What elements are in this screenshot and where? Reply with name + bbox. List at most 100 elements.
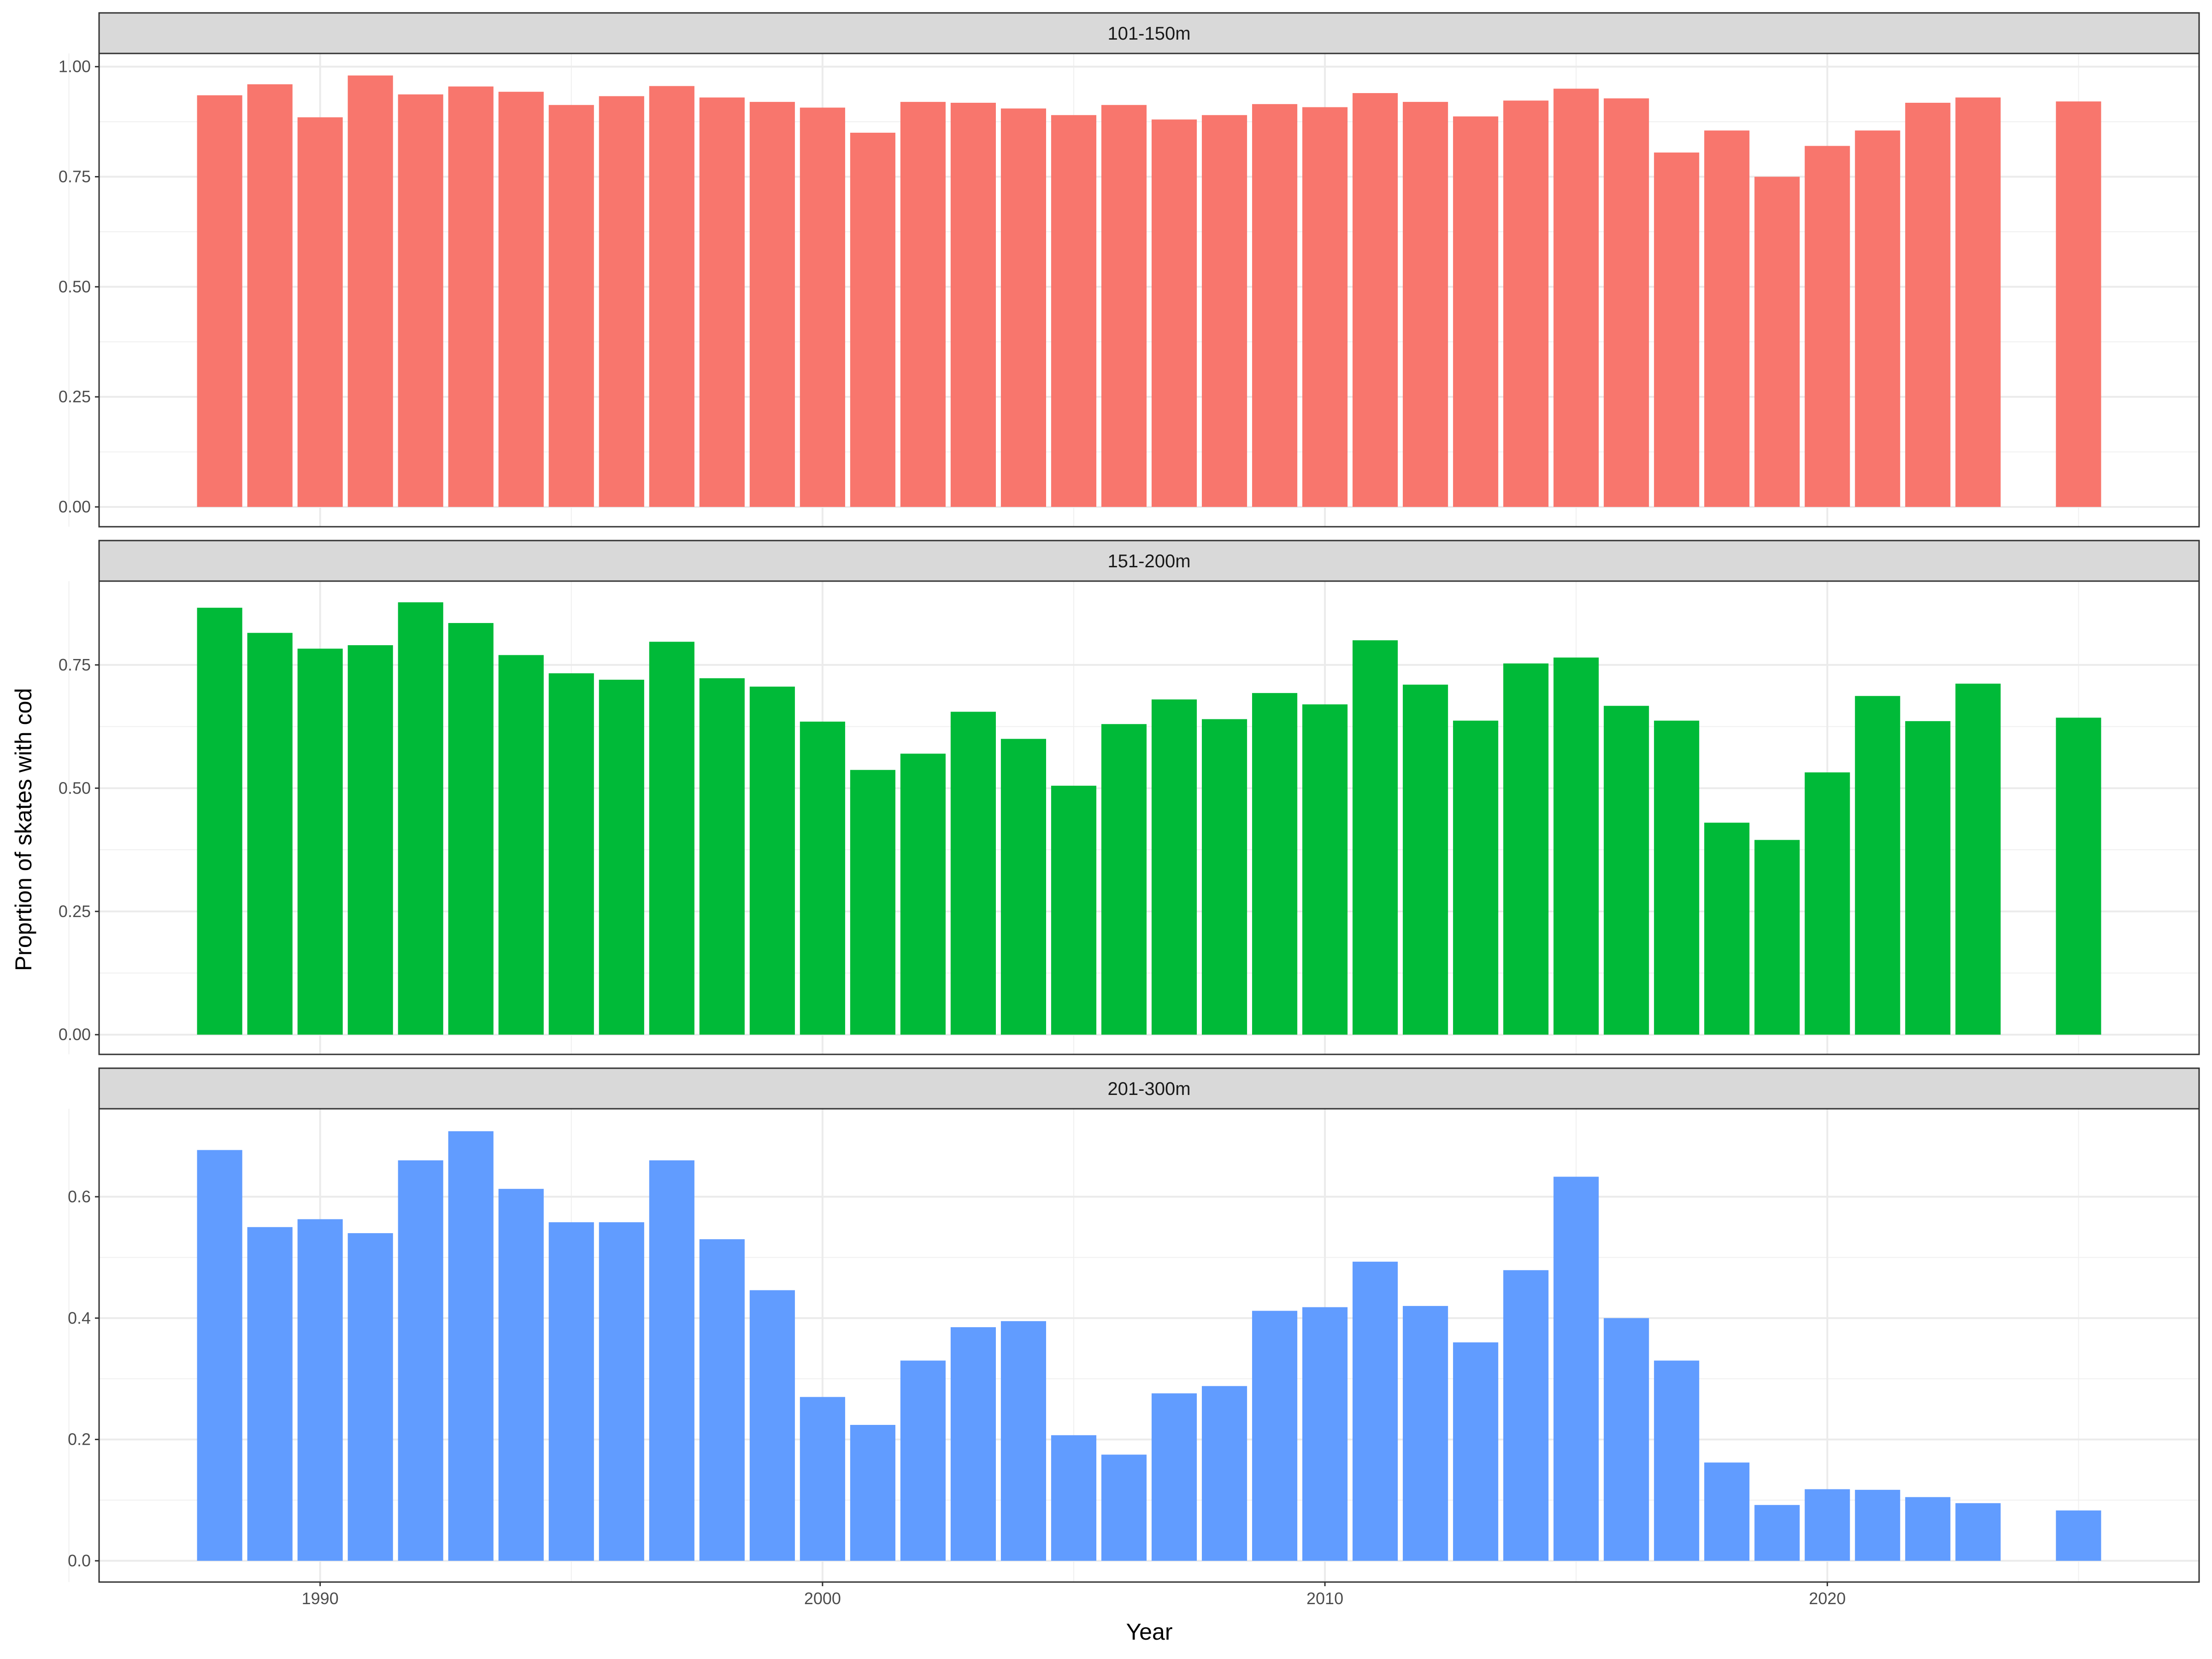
x-tick-label: 2020 — [1809, 1589, 1846, 1608]
bar-2007 — [1151, 1393, 1197, 1561]
bar-2015 — [1553, 657, 1599, 1035]
bar-1998 — [699, 1239, 745, 1561]
bar-2013 — [1453, 1342, 1499, 1561]
y-tick-label: 0.2 — [68, 1430, 91, 1449]
bar-2004 — [1000, 1321, 1047, 1561]
bar-1995 — [548, 673, 594, 1035]
bar-2001 — [850, 770, 895, 1035]
bar-2005 — [1051, 785, 1097, 1035]
bar-1992 — [398, 94, 443, 507]
y-tick-label: 0.25 — [59, 387, 91, 406]
bar-2012 — [1403, 684, 1448, 1035]
bar-2017 — [1654, 152, 1700, 507]
bar-2022 — [1905, 102, 1951, 507]
bar-2005 — [1051, 115, 1097, 507]
bar-1998 — [699, 97, 745, 507]
bar-2002 — [900, 1360, 946, 1561]
bar-1989 — [247, 633, 293, 1035]
bar-1998 — [699, 678, 745, 1035]
bar-2000 — [800, 1397, 845, 1561]
bar-2006 — [1101, 1454, 1147, 1561]
bar-2011 — [1353, 640, 1398, 1035]
bar-2000 — [800, 107, 845, 507]
bar-1990 — [297, 1219, 343, 1561]
x-axis: 1990 2000 2010 2020 — [302, 1582, 1846, 1608]
bar-1991 — [347, 1233, 393, 1561]
bar-2007 — [1151, 119, 1197, 507]
bar-2018 — [1704, 130, 1750, 507]
y-tick-label: 0.50 — [59, 778, 91, 797]
bar-2020 — [1805, 146, 1850, 507]
bar-2016 — [1604, 98, 1649, 507]
bar-2003 — [950, 102, 996, 507]
bar-1994 — [498, 92, 544, 507]
y-tick-label: 0.75 — [59, 655, 91, 674]
bar-2019 — [1754, 1505, 1800, 1561]
bar-2020 — [1805, 1489, 1850, 1561]
facet-strip-label: 201-300m — [1107, 1079, 1190, 1099]
bar-1988 — [197, 607, 242, 1035]
bar-2023 — [1955, 683, 2001, 1035]
bar-1996 — [599, 96, 644, 507]
y-tick-label: 0.00 — [59, 1025, 91, 1044]
bar-2011 — [1353, 93, 1398, 507]
bar-1997 — [649, 641, 694, 1035]
facet-strip — [98, 540, 2200, 582]
bar-1994 — [498, 655, 544, 1035]
y-axis-title: Proprtion of skates with cod — [11, 688, 36, 971]
bar-2016 — [1604, 706, 1649, 1035]
bar-1994 — [498, 1188, 544, 1561]
bar-2009 — [1252, 1311, 1298, 1561]
bar-1992 — [398, 602, 443, 1035]
bar-1995 — [548, 1222, 594, 1561]
bar-2023 — [1955, 1503, 2001, 1561]
bar-2019 — [1754, 840, 1800, 1035]
bar-1991 — [347, 645, 393, 1035]
bar-1996 — [599, 1222, 644, 1561]
bar-1988 — [197, 1150, 242, 1561]
bar-2014 — [1503, 100, 1549, 507]
bar-2005 — [1051, 1435, 1097, 1561]
bar-1993 — [448, 86, 494, 507]
panel-border — [98, 1108, 2200, 1583]
bar-1990 — [297, 117, 343, 507]
bar-2021 — [1855, 696, 1900, 1035]
facet-strip — [98, 12, 2200, 54]
bar-1990 — [297, 648, 343, 1035]
panel-201-300m: 201-300m 0.0 0.2 0.4 0.6 — [68, 1067, 2200, 1583]
bar-1991 — [347, 75, 393, 507]
x-tick-label: 2000 — [804, 1589, 841, 1608]
panel-101-150m: 101-150m 0.00 0.25 0.50 0.75 1.00 — [59, 12, 2200, 528]
bar-2007 — [1151, 699, 1197, 1035]
bar-1999 — [749, 102, 795, 507]
x-tick-label: 1990 — [302, 1589, 339, 1608]
facet-strip — [98, 1067, 2200, 1110]
bar-2003 — [950, 712, 996, 1035]
y-tick-label: 1.00 — [59, 57, 91, 76]
y-tick-label: 0.50 — [59, 277, 91, 296]
bar-2002 — [900, 102, 946, 507]
facet-strip-label: 101-150m — [1107, 24, 1190, 44]
bar-1997 — [649, 86, 694, 507]
facet-strip-label: 151-200m — [1107, 551, 1190, 571]
bar-2014 — [1503, 1270, 1549, 1561]
panel-151-200m: 151-200m 0.00 0.25 0.50 0.75 — [59, 540, 2200, 1055]
bar-2022 — [1905, 1497, 1951, 1561]
panel-border — [98, 53, 2200, 528]
bar-1995 — [548, 105, 594, 507]
panel-border — [98, 580, 2200, 1055]
bar-2002 — [900, 753, 946, 1035]
bar-2006 — [1101, 724, 1147, 1035]
y-tick-label: 0.0 — [68, 1551, 91, 1570]
y-tick-label: 0.4 — [68, 1308, 91, 1327]
bar-2018 — [1704, 1462, 1750, 1561]
bar-1989 — [247, 84, 293, 507]
bar-2000 — [800, 721, 845, 1035]
bar-2018 — [1704, 823, 1750, 1035]
bar-2015 — [1553, 88, 1599, 507]
bar-2015 — [1553, 1177, 1599, 1561]
bar-1996 — [599, 679, 644, 1035]
chart-panels: 101-150m0.000.250.500.751.00151-200m0.00… — [59, 12, 2200, 1583]
bar-1999 — [749, 1290, 795, 1561]
y-tick-label: 0.00 — [59, 497, 91, 516]
